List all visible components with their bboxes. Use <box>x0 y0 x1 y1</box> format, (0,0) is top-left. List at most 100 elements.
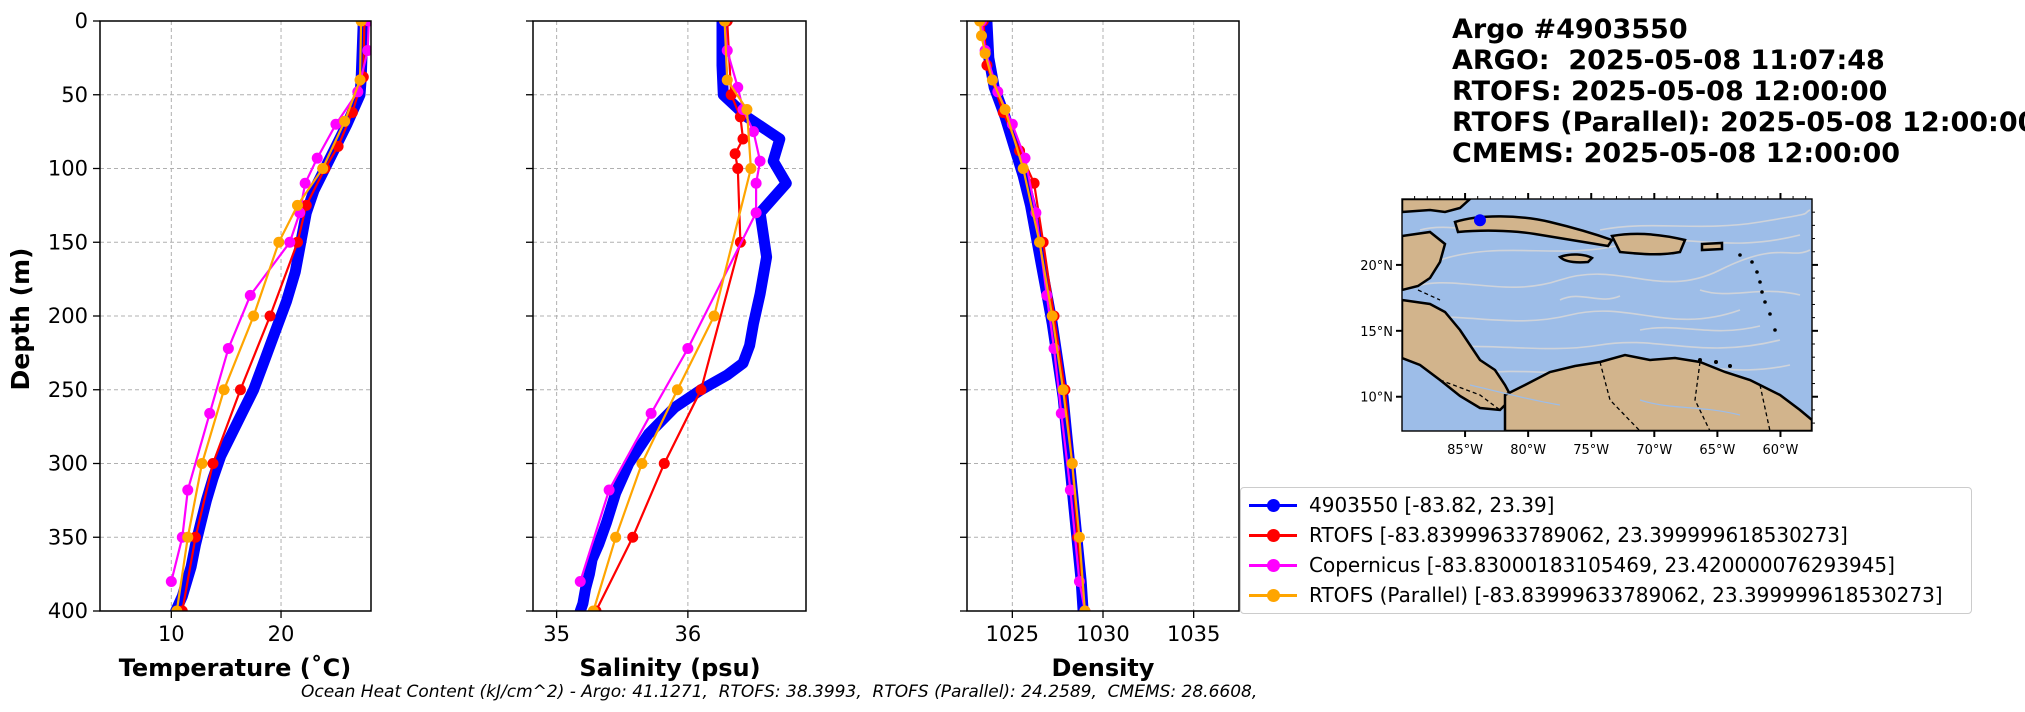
point-rtofs-parallel <box>745 163 757 174</box>
point-copernicus <box>165 576 177 587</box>
location-map: 20°N 15°N 10°N 85°W 80°W 75°W 70°W 65°W 60°W <box>1360 193 1818 458</box>
y-tick-label: 250 <box>48 378 88 402</box>
map-lat-label: 20°N <box>1360 259 1393 274</box>
lesser-antilles <box>1698 253 1777 368</box>
map-lon-label: 80°W <box>1510 443 1546 458</box>
map-lon-label: 75°W <box>1573 443 1609 458</box>
y-tick-label: 300 <box>48 452 88 476</box>
depth-axis-label: Depth (m) <box>6 248 35 391</box>
point-copernicus <box>574 576 586 587</box>
cmems-time: CMEMS: 2025-05-08 12:00:00 <box>1452 138 1901 169</box>
grid <box>100 20 371 612</box>
x-tick-label: 35 <box>543 622 570 646</box>
point-rtofs-parallel <box>1066 458 1078 469</box>
point-copernicus <box>244 289 256 301</box>
series-rtofs-line <box>181 21 366 611</box>
series-4903550-band <box>574 21 792 611</box>
point-rtofs <box>291 236 303 248</box>
point-rtofs <box>732 163 744 174</box>
point-rtofs-parallel <box>355 21 367 27</box>
point-copernicus <box>284 236 296 248</box>
point-rtofs <box>695 384 707 396</box>
y-tick-label: 200 <box>48 304 88 328</box>
point-rtofs-parallel <box>719 21 731 27</box>
series-copernicus-line <box>579 21 762 582</box>
point-rtofs-parallel <box>354 74 366 86</box>
point-rtofs-parallel <box>1046 310 1058 322</box>
point-copernicus <box>1019 152 1031 164</box>
grid <box>533 20 806 612</box>
point-copernicus <box>682 342 694 354</box>
point-copernicus <box>362 45 371 56</box>
y-tick-label: 50 <box>61 83 88 107</box>
point-copernicus <box>1064 484 1076 496</box>
point-rtofs <box>189 531 201 543</box>
point-rtofs-parallel <box>974 21 986 27</box>
y-tick-label: 350 <box>48 525 88 549</box>
point-copernicus <box>721 45 733 56</box>
map-lon-label: 60°W <box>1763 443 1799 458</box>
argo-time: ARGO: 2025-05-08 11:07:48 <box>1452 45 1885 76</box>
x-tick-label: 1030 <box>1076 622 1129 646</box>
point-rtofs-parallel <box>218 384 230 396</box>
point-rtofs <box>737 133 749 145</box>
series-copernicus-line <box>170 21 370 582</box>
map-lon-label: 85°W <box>1447 443 1483 458</box>
density-axis-label: Density <box>1052 654 1155 682</box>
legend-swatch-argo <box>1247 490 1299 520</box>
point-rtofs-parallel <box>273 236 285 248</box>
density-panel: 1025 1030 1035 <box>960 20 1240 646</box>
point-rtofs-parallel <box>587 605 599 611</box>
y-tick-label: 150 <box>48 230 88 254</box>
point-rtofs-parallel <box>721 74 733 86</box>
point-copernicus <box>182 484 194 496</box>
point-rtofs-parallel <box>741 104 753 115</box>
legend-item-copernicus: Copernicus [-83.83000183105469, 23.42000… <box>1241 550 1895 580</box>
point-copernicus <box>330 118 342 130</box>
ohc-footer: Ocean Heat Content (kJ/cm^2) - Argo: 41.… <box>301 682 1258 702</box>
rtofs-parallel-time: RTOFS (Parallel): 2025-05-08 12:00:00 <box>1452 107 2025 138</box>
series-group <box>574 21 792 611</box>
point-copernicus <box>311 152 323 164</box>
point-rtofs-parallel <box>979 47 991 59</box>
map-frame <box>1401 198 1813 432</box>
point-rtofs <box>729 148 741 160</box>
point-copernicus <box>1055 407 1067 419</box>
point-rtofs-parallel <box>976 30 988 42</box>
map-borders <box>1417 289 1771 431</box>
map-ticks: 20°N 15°N 10°N 85°W 80°W 75°W 70°W 65°W 60°W <box>1360 193 1818 458</box>
point-copernicus <box>222 342 234 354</box>
map-lon-label: 65°W <box>1699 443 1735 458</box>
point-rtofs <box>264 310 276 322</box>
float-title: Argo #4903550 <box>1452 14 1688 45</box>
point-copernicus <box>750 177 762 189</box>
point-rtofs-parallel <box>671 384 683 396</box>
point-rtofs-parallel <box>182 531 194 543</box>
point-rtofs-parallel <box>339 115 351 127</box>
point-rtofs-parallel <box>986 74 998 86</box>
point-rtofs <box>207 458 219 469</box>
point-rtofs-parallel <box>1017 163 1029 174</box>
point-rtofs-parallel <box>1057 384 1069 396</box>
point-rtofs-parallel <box>317 163 329 174</box>
point-rtofs <box>234 384 246 396</box>
point-copernicus <box>1041 289 1053 301</box>
map-lat-label: 15°N <box>1360 325 1393 340</box>
series-group <box>974 21 1091 611</box>
temperature-panel: 0 50 100 150 200 250 300 350 400 10 20 <box>48 9 372 646</box>
legend-label-rtofs: RTOFS [-83.83999633789062, 23.3999996185… <box>1309 523 1848 547</box>
legend-swatch-parallel <box>1247 580 1299 610</box>
x-tick-label: 10 <box>158 622 185 646</box>
argo-float-marker <box>1473 214 1486 227</box>
y-tick-label: 400 <box>48 599 88 623</box>
point-copernicus <box>754 155 766 167</box>
x-tick-label: 36 <box>675 622 702 646</box>
point-rtofs <box>300 199 312 211</box>
point-rtofs <box>658 458 670 469</box>
point-copernicus <box>750 207 762 219</box>
series-group <box>165 21 371 611</box>
map-land <box>1402 199 1812 431</box>
salinity-panel: 35 36 <box>526 20 807 646</box>
legend-item-parallel: RTOFS (Parallel) [-83.83999633789062, 23… <box>1241 580 1943 610</box>
